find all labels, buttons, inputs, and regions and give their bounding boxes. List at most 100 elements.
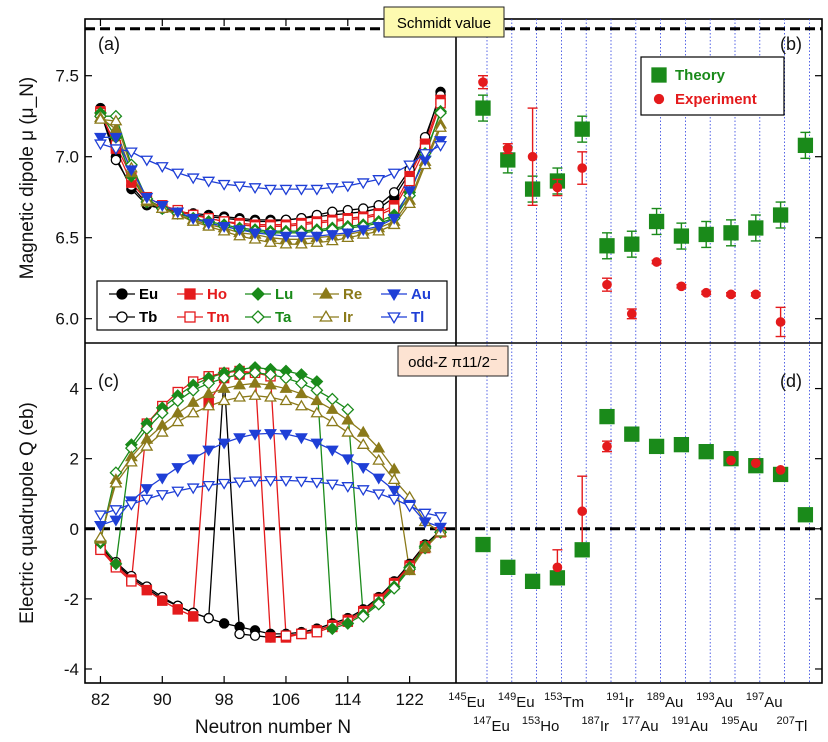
q-point-ir [372,453,386,465]
schmidt-annotation-box [383,6,505,38]
q-point-tb [203,612,214,624]
q-point-ta [372,597,386,611]
q-point-tl [418,508,432,520]
mu-theory-point [748,220,764,236]
mu-experiment-point [552,182,563,193]
y-tick-label-top: 7.0 [55,148,79,167]
mu-point-tl [186,173,200,185]
mu-theory-point [673,228,690,244]
q-point-ta [387,581,401,595]
category-label: 153Ho [522,715,560,735]
q-point-tl [325,479,339,491]
q-point-ir [387,473,401,485]
y-axis-label-top: Magnetic dipole μ (μ_N) [17,77,38,279]
q-point-re [233,378,247,390]
panel-label-b: (b) [780,34,802,54]
legend-marker-theory [651,67,667,83]
mu-theory-point [599,238,615,254]
mu-experiment-point [726,289,736,300]
q-point-ir [325,415,339,427]
q-point-au [248,429,262,441]
category-label: 195Au [721,715,758,735]
mu-point-tl [124,147,138,159]
mu-point-tl [202,176,216,188]
q-theory-point [673,436,690,453]
mu-point-tb [110,154,122,166]
mu-point-au [279,231,293,243]
q-experiment-point [602,441,612,452]
q-point-re [387,462,401,474]
q-point-au [155,473,169,485]
q-point-re [217,381,231,393]
mu-theory-point [723,225,739,241]
q-line-tb [100,376,441,639]
legend-marker-ta [251,310,265,324]
q-point-tl [109,505,123,517]
q-point-re [403,564,417,576]
q-point-ta [356,609,370,623]
q-theory-point [500,559,516,575]
y-tick-label-bottom: 0 [70,520,79,539]
legend-marker-ir [319,309,333,322]
q-line-tm [100,370,441,637]
state-annotation: odd-Z π11/2⁻ [408,354,498,371]
y-tick-label-top: 6.0 [55,310,79,329]
q-point-re [356,425,370,437]
q-point-tl [387,494,401,506]
mu-point-tl [294,184,308,196]
x-tick-label: 82 [91,690,110,709]
mu-theory-point [772,207,789,223]
mu-experiment-point [701,287,712,298]
x-tick-label: 90 [153,690,172,709]
x-tick-label: 114 [334,690,361,709]
mu-experiment-point [577,163,588,173]
q-point-re [186,396,200,407]
legend-label-tb: Tb [139,309,157,326]
legend-left-box [96,280,448,331]
q-point-ta [155,406,169,420]
y-tick-label-top: 7.5 [55,67,79,86]
data-marks [94,74,814,643]
y-tick-label-bottom: -4 [64,660,79,679]
mu-point-tl [387,168,401,180]
q-point-au [356,463,370,475]
q-point-re [202,387,216,399]
category-label: 193Au [696,691,733,711]
q-point-tl [202,480,216,492]
q-theory-point [648,438,665,455]
category-label: 153Tm [544,691,584,711]
q-point-lu [109,557,123,571]
q-point-tl [233,477,247,489]
q-point-re [310,394,324,406]
mu-experiment-point [676,281,687,292]
mu-point-au [233,225,247,237]
q-point-au [325,445,339,457]
legend-label-eu: Eu [139,286,158,303]
q-point-re [418,541,432,553]
legend-label-theory: Theory [675,67,726,84]
q-point-ir [140,439,154,451]
q-experiment-point [552,562,563,573]
legend-label-ir: Ir [343,309,353,326]
y-tick-label-bottom: 2 [70,450,79,469]
legend-label-ho: Ho [207,286,227,303]
q-theory-point [698,444,714,460]
q-point-ir [279,394,293,406]
state-annotation-box [397,345,509,377]
q-point-ta [171,394,185,408]
mu-point-tl [217,179,231,191]
mu-point-au [171,207,185,219]
q-point-tl [310,477,324,489]
q-point-tl [403,501,417,513]
q-point-ir [155,425,169,437]
q-point-ir [264,390,277,402]
mu-point-au [341,228,355,240]
mu-point-tl [356,178,370,190]
mu-experiment-point [775,317,786,327]
legends: Eu Ho Lu Re Au Tb Tm Ta Ir Tl Theory Experiment [96,56,785,331]
q-point-ho [141,584,153,596]
legend-marker-re [319,286,333,299]
mu-experiment-point [478,77,488,88]
q-point-au [294,433,308,445]
mu-point-tb [388,187,400,198]
